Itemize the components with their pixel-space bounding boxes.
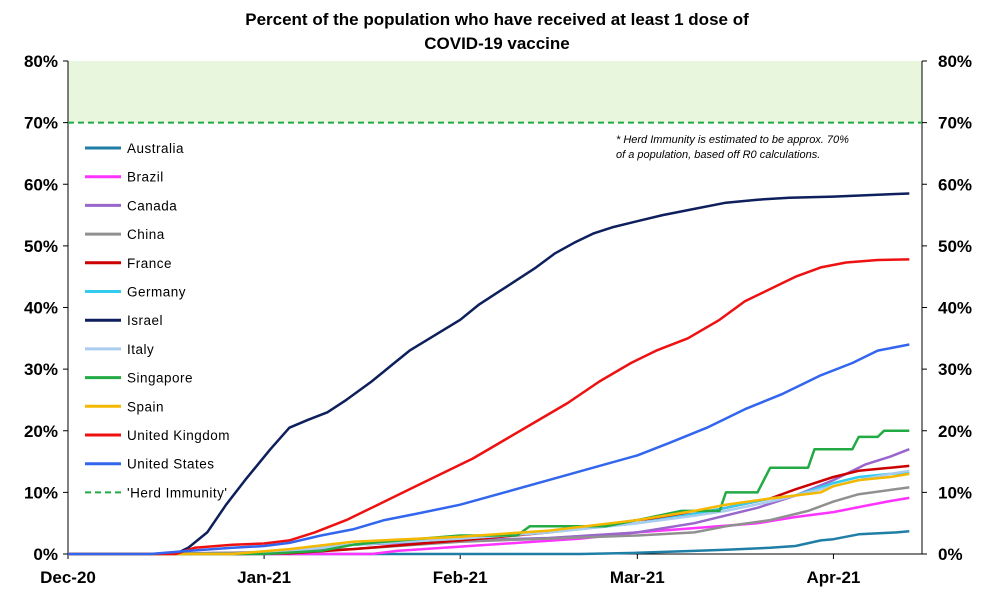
herd-immunity-note-line-1: * Herd Immunity is estimated to be appro… [616,134,849,146]
herd-immunity-band [68,61,922,123]
y-tick-label-left: 10% [24,483,58,502]
x-tick-label: Apr-21 [807,568,861,587]
y-tick-label-left: 0% [33,545,58,564]
y-tick-label-left: 80% [24,52,58,71]
x-tick-label: Feb-21 [433,568,488,587]
y-tick-label-left: 70% [24,114,58,133]
legend-label-united-states: United States [127,457,215,472]
legend: Australia Brazil Canada China France Germany I… [85,141,230,500]
series-layer [67,121,922,556]
legend-label-china: China [127,227,165,242]
y-tick-label-left: 30% [24,360,58,379]
y-tick-label-right: 50% [938,237,972,256]
y-tick-label-left: 20% [24,422,58,441]
x-tick-label: Mar-21 [610,568,665,587]
chart-title-line-1: Percent of the population who have recei… [245,10,749,29]
x-tick-label: Dec-20 [40,568,96,587]
legend-label-israel: Israel [127,313,163,328]
y-tick-label-right: 60% [938,175,972,194]
y-tick-label-right: 80% [938,52,972,71]
chart-title-line-2: COVID-19 vaccine [424,34,570,53]
y-tick-label-right: 10% [938,483,972,502]
legend-label-germany: Germany [127,285,186,300]
series-line-israel [68,192,910,556]
legend-label-singapore: Singapore [127,371,193,386]
legend-label-france: France [127,256,172,271]
series-line-united-kingdom [68,258,910,556]
legend-label-canada: Canada [127,198,177,213]
herd-immunity-note-line-2: of a population, based off R0 calculatio… [616,149,820,161]
x-tick-label: Jan-21 [237,568,291,587]
y-tick-label-right: 0% [938,545,963,564]
y-tick-label-left: 50% [24,237,58,256]
y-tick-label-right: 40% [938,299,972,318]
legend-label-australia: Australia [127,141,184,156]
series-line-united-states [68,343,910,556]
herd-immunity-band-layer [68,61,922,123]
series-line-australia [68,529,910,556]
legend-label-united-kingdom: United Kingdom [127,428,230,443]
legend-label-spain: Spain [127,399,164,414]
y-tick-label-right: 20% [938,422,972,441]
legend-label-brazil: Brazil [127,170,164,185]
y-tick-label-right: 30% [938,360,972,379]
legend-label-herd-immunity: 'Herd Immunity' [127,485,227,500]
y-tick-label-left: 40% [24,299,58,318]
series-line-brazil [68,496,910,556]
y-tick-label-right: 70% [938,114,972,133]
legend-label-italy: Italy [127,342,154,357]
y-tick-label-left: 60% [24,175,58,194]
series-line-spain [68,472,910,556]
